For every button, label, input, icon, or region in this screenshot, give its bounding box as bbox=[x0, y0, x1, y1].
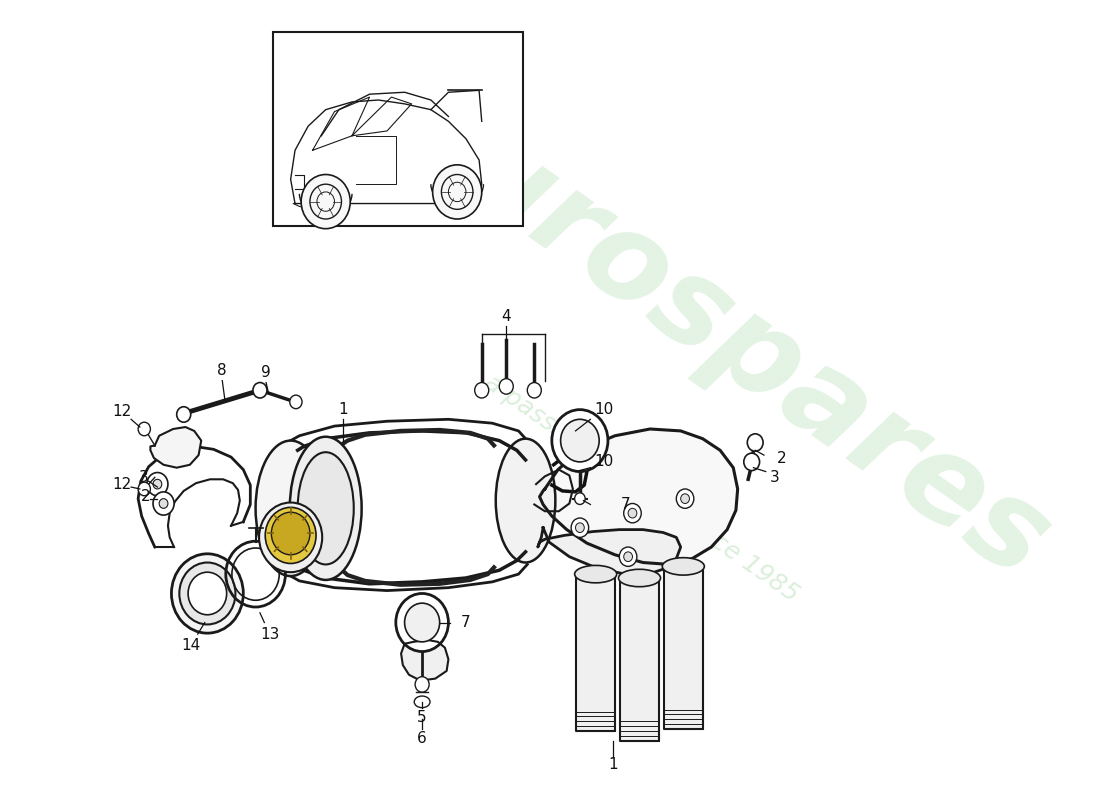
Ellipse shape bbox=[415, 696, 430, 708]
Circle shape bbox=[160, 498, 168, 508]
Text: 4: 4 bbox=[502, 310, 512, 324]
Circle shape bbox=[153, 479, 162, 489]
Circle shape bbox=[676, 489, 694, 508]
Circle shape bbox=[301, 174, 350, 229]
Circle shape bbox=[405, 603, 440, 642]
Polygon shape bbox=[620, 578, 659, 741]
Circle shape bbox=[552, 410, 608, 471]
Text: 12: 12 bbox=[112, 404, 132, 419]
Text: 10: 10 bbox=[595, 402, 614, 417]
Text: 14: 14 bbox=[182, 638, 200, 654]
Text: 7: 7 bbox=[461, 615, 471, 630]
Text: 2: 2 bbox=[777, 450, 786, 466]
Ellipse shape bbox=[618, 570, 660, 586]
Circle shape bbox=[628, 508, 637, 518]
Text: 1: 1 bbox=[608, 758, 618, 772]
Text: 5: 5 bbox=[417, 710, 427, 725]
Ellipse shape bbox=[272, 512, 310, 554]
Circle shape bbox=[499, 378, 514, 394]
Circle shape bbox=[619, 547, 637, 566]
Ellipse shape bbox=[188, 572, 227, 614]
Polygon shape bbox=[151, 427, 201, 468]
Circle shape bbox=[681, 494, 690, 503]
Text: 12: 12 bbox=[112, 477, 132, 492]
Text: 9: 9 bbox=[261, 366, 271, 380]
Circle shape bbox=[396, 594, 449, 651]
Text: 10: 10 bbox=[595, 454, 614, 470]
Polygon shape bbox=[576, 574, 615, 731]
Text: 2: 2 bbox=[141, 490, 151, 504]
Ellipse shape bbox=[289, 395, 302, 409]
Ellipse shape bbox=[179, 562, 235, 625]
Ellipse shape bbox=[574, 566, 617, 583]
Bar bbox=[273, 32, 522, 226]
Text: 13: 13 bbox=[260, 626, 279, 642]
Circle shape bbox=[253, 382, 267, 398]
Circle shape bbox=[139, 482, 151, 496]
Circle shape bbox=[575, 523, 584, 533]
Circle shape bbox=[747, 434, 763, 451]
Circle shape bbox=[147, 473, 168, 496]
Ellipse shape bbox=[255, 441, 326, 576]
Circle shape bbox=[571, 518, 588, 538]
Ellipse shape bbox=[265, 507, 316, 563]
Ellipse shape bbox=[496, 438, 556, 562]
Circle shape bbox=[153, 492, 174, 515]
Circle shape bbox=[139, 422, 151, 436]
Polygon shape bbox=[664, 566, 703, 729]
Text: 6: 6 bbox=[417, 731, 427, 746]
Text: 1: 1 bbox=[339, 402, 348, 417]
Ellipse shape bbox=[662, 558, 704, 575]
Circle shape bbox=[744, 453, 760, 470]
Text: a passion for parts since 1985: a passion for parts since 1985 bbox=[480, 371, 803, 607]
Ellipse shape bbox=[172, 554, 243, 633]
Text: 3: 3 bbox=[139, 470, 148, 485]
Polygon shape bbox=[538, 528, 681, 574]
Text: 7: 7 bbox=[620, 497, 630, 512]
Circle shape bbox=[624, 552, 632, 562]
Text: eurospares: eurospares bbox=[370, 65, 1070, 604]
Polygon shape bbox=[402, 640, 449, 681]
Ellipse shape bbox=[289, 437, 362, 580]
Circle shape bbox=[624, 503, 641, 523]
Circle shape bbox=[177, 406, 190, 422]
Polygon shape bbox=[540, 429, 738, 565]
Circle shape bbox=[475, 382, 488, 398]
Text: 3: 3 bbox=[770, 470, 780, 485]
Circle shape bbox=[561, 419, 600, 462]
Circle shape bbox=[527, 382, 541, 398]
Ellipse shape bbox=[298, 452, 354, 565]
Circle shape bbox=[415, 677, 429, 692]
Circle shape bbox=[432, 165, 482, 219]
Circle shape bbox=[574, 493, 585, 505]
Ellipse shape bbox=[260, 502, 322, 572]
Text: 8: 8 bbox=[218, 363, 227, 378]
